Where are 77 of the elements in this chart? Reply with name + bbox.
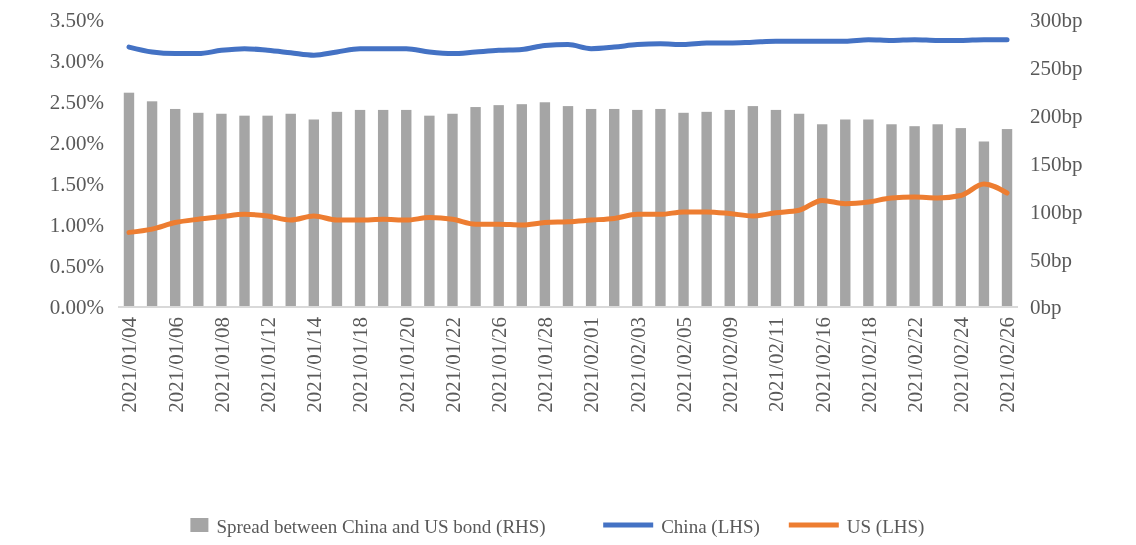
- bar: [331, 111, 343, 307]
- bar: [770, 109, 782, 307]
- y-tick-label: 3.00%: [49, 49, 104, 74]
- bar: [493, 105, 504, 307]
- legend-label: US (LHS): [846, 515, 925, 538]
- bar: [447, 113, 458, 307]
- bar: [146, 101, 158, 307]
- x-tick-label: 2021/02/16: [810, 317, 835, 413]
- x-tick-label: 2021/01/06: [163, 317, 188, 413]
- bar: [955, 128, 967, 307]
- x-tick-label: 2021/01/04: [117, 316, 142, 413]
- x-tick-label: 2021/01/12: [255, 317, 280, 413]
- x-tick-label: 2021/01/18: [348, 317, 373, 413]
- x-tick-label: 2021/01/14: [302, 316, 327, 413]
- bar: [262, 115, 273, 307]
- y-tick-label: 0.50%: [49, 254, 104, 279]
- bar: [470, 107, 481, 307]
- bar: [539, 102, 551, 307]
- x-tick-label: 2021/02/22: [902, 317, 927, 413]
- bar: [239, 115, 250, 307]
- bar: [655, 108, 666, 307]
- y2-tick-label: 200bp: [1030, 104, 1083, 129]
- y2-tick-label: 300bp: [1030, 8, 1083, 33]
- x-tick-label: 2021/01/22: [440, 317, 465, 413]
- bar: [1001, 129, 1013, 307]
- x-tick-label: 2021/02/01: [579, 317, 604, 413]
- bar: [909, 126, 920, 307]
- bar: [377, 109, 389, 307]
- bar: [562, 106, 574, 307]
- legend-label: China (LHS): [661, 515, 760, 538]
- y2-tick-label: 250bp: [1030, 56, 1083, 81]
- bar: [585, 108, 597, 307]
- x-tick-label: 2021/01/08: [209, 317, 234, 413]
- y-tick-label: 2.50%: [49, 90, 104, 115]
- bar: [701, 111, 712, 307]
- x-tick-label: 2021/02/24: [949, 316, 974, 413]
- bar: [285, 113, 296, 307]
- bar: [308, 119, 320, 307]
- x-tick-label: 2021/02/03: [625, 317, 650, 413]
- bar: [632, 109, 643, 307]
- bar: [724, 109, 735, 307]
- y2-tick-label: 50bp: [1030, 247, 1072, 272]
- y2-tick-label: 100bp: [1030, 199, 1083, 224]
- bar: [863, 119, 874, 307]
- bar: [793, 113, 805, 307]
- y-tick-label: 1.00%: [49, 213, 104, 238]
- bar: [816, 124, 828, 307]
- bar: [169, 108, 181, 307]
- x-tick-label: 2021/02/18: [856, 317, 881, 413]
- x-tick-label: 2021/01/28: [533, 317, 558, 413]
- bar: [424, 115, 435, 307]
- bar: [216, 113, 227, 307]
- x-tick-label: 2021/01/26: [487, 317, 512, 413]
- x-tick-label: 2021/02/09: [718, 317, 743, 413]
- bar: [678, 112, 689, 307]
- y-tick-label: 1.50%: [49, 172, 104, 197]
- y-tick-label: 2.00%: [49, 131, 104, 156]
- y-tick-label: 3.50%: [49, 8, 104, 33]
- bar: [516, 104, 527, 307]
- bar: [886, 124, 897, 307]
- bar: [123, 92, 135, 307]
- y2-tick-label: 0bp: [1030, 295, 1062, 320]
- x-tick-label: 2021/02/05: [671, 317, 696, 413]
- x-tick-label: 2021/01/20: [394, 317, 419, 413]
- y2-tick-label: 150bp: [1030, 151, 1083, 176]
- bar: [932, 124, 943, 307]
- legend-label: Spread between China and US bond (RHS): [216, 515, 546, 538]
- x-tick-label: 2021/02/11: [764, 317, 789, 412]
- bar: [747, 106, 759, 307]
- y-tick-label: 0.00%: [49, 295, 104, 320]
- bar: [840, 119, 851, 307]
- x-tick-label: 2021/02/26: [995, 317, 1020, 413]
- bar: [354, 109, 366, 307]
- bar: [401, 109, 412, 307]
- bar: [978, 141, 990, 307]
- bar: [609, 108, 620, 307]
- bar: [193, 112, 204, 307]
